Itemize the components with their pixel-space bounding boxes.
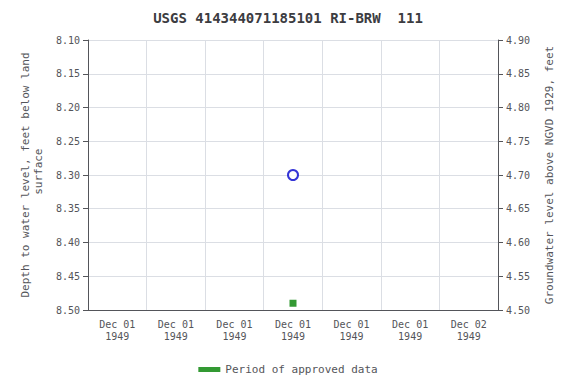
svg-text:8.40: 8.40 [56,237,80,248]
svg-text:Dec 01: Dec 01 [99,319,135,330]
svg-text:1949: 1949 [222,331,246,342]
svg-text:USGS 414344071185101 RI-BRW 1: USGS 414344071185101 RI-BRW 111 [153,10,423,26]
svg-text:8.10: 8.10 [56,35,80,46]
svg-text:4.65: 4.65 [506,203,530,214]
svg-text:Dec 01: Dec 01 [392,319,428,330]
svg-text:8.50: 8.50 [56,305,80,316]
svg-text:8.20: 8.20 [56,102,80,113]
svg-text:Dec 01: Dec 01 [216,319,252,330]
svg-text:Dec 01: Dec 01 [334,319,370,330]
svg-text:8.15: 8.15 [56,68,80,79]
svg-text:1949: 1949 [281,331,305,342]
svg-text:Dec 01: Dec 01 [158,319,194,330]
svg-text:1949: 1949 [457,331,481,342]
svg-text:Dec 02: Dec 02 [451,319,487,330]
svg-text:4.90: 4.90 [506,35,530,46]
svg-text:4.50: 4.50 [506,305,530,316]
svg-text:1949: 1949 [105,331,129,342]
svg-text:4.60: 4.60 [506,237,530,248]
svg-text:Period of approved data: Period of approved data [225,363,377,376]
svg-text:4.80: 4.80 [506,102,530,113]
svg-text:4.55: 4.55 [506,271,530,282]
svg-text:1949: 1949 [398,331,422,342]
svg-text:8.35: 8.35 [56,203,80,214]
svg-text:1949: 1949 [164,331,188,342]
svg-text:8.30: 8.30 [56,170,80,181]
svg-text:surface: surface [32,149,45,202]
svg-text:4.75: 4.75 [506,136,530,147]
svg-text:4.70: 4.70 [506,170,530,181]
svg-text:Depth to water level, feet bel: Depth to water level, feet below land [19,52,32,297]
svg-text:8.25: 8.25 [56,136,80,147]
svg-text:1949: 1949 [340,331,364,342]
svg-text:Groundwater level above NGVD 1: Groundwater level above NGVD 1929, feet [543,46,556,304]
svg-text:4.85: 4.85 [506,68,530,79]
svg-text:Dec 01: Dec 01 [275,319,311,330]
svg-text:8.45: 8.45 [56,271,80,282]
